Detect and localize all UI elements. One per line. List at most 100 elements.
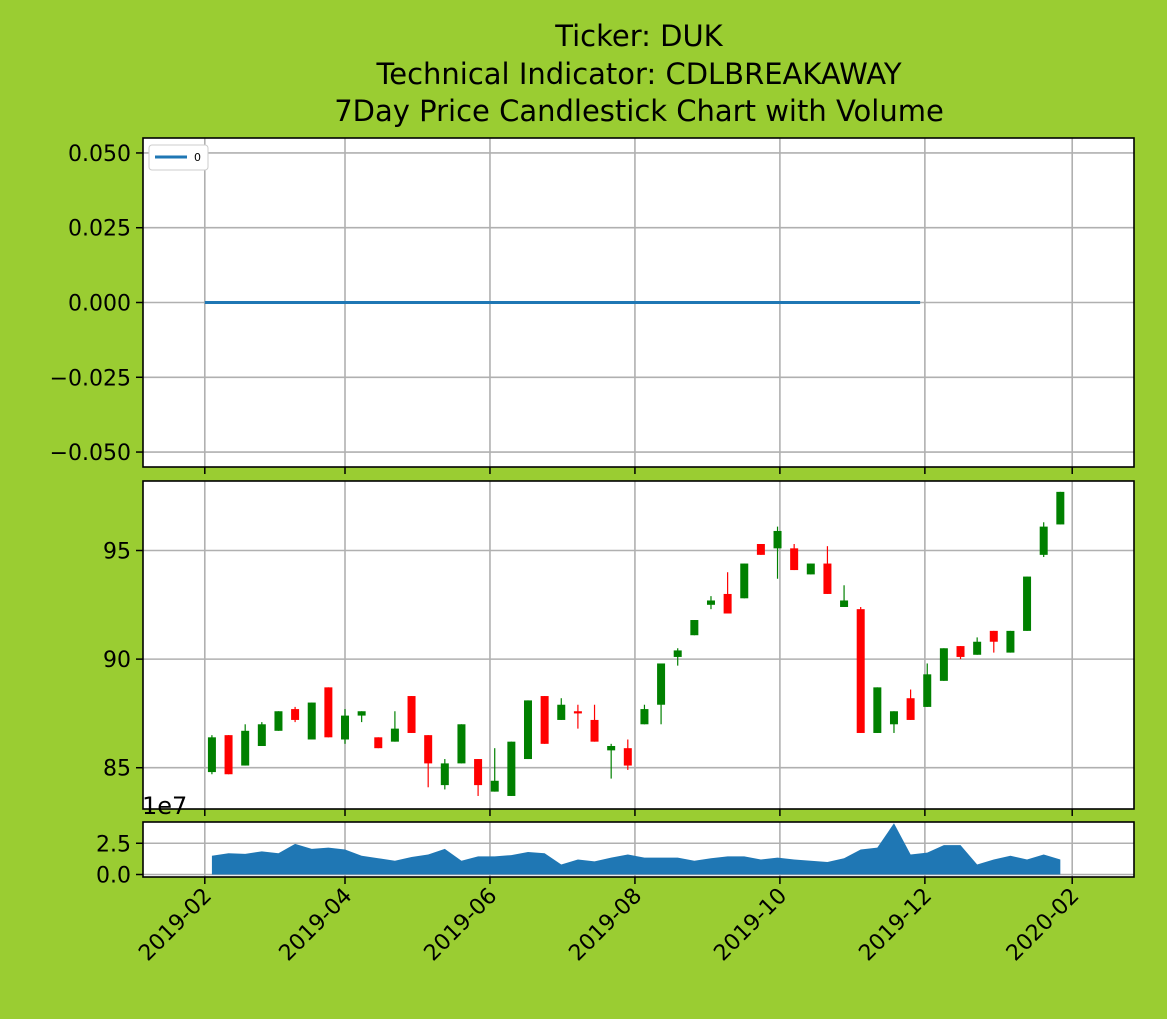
- candle: [706, 596, 715, 610]
- candle-body: [973, 641, 982, 655]
- candle-body: [790, 548, 799, 571]
- candle-body: [490, 780, 499, 792]
- candle: [241, 724, 250, 766]
- candle: [823, 546, 832, 594]
- candle-body: [840, 600, 849, 607]
- candle-body: [440, 763, 449, 786]
- candle-body: [1056, 491, 1065, 525]
- candle: [723, 572, 732, 614]
- y-tick-label: 0.0: [96, 864, 131, 889]
- candle-body: [257, 724, 266, 747]
- candle: [1023, 576, 1032, 631]
- candle-body: [889, 711, 898, 725]
- candle: [690, 620, 699, 636]
- candle: [840, 585, 849, 607]
- candle-body: [407, 696, 416, 733]
- candle: [440, 759, 449, 790]
- candle-body: [557, 704, 566, 720]
- candle-body: [623, 748, 632, 766]
- candle-body: [241, 730, 250, 766]
- indicator-frame: [142, 137, 1135, 468]
- price-candles: [207, 491, 1065, 796]
- price-frame: [142, 480, 1135, 810]
- candle-body: [341, 715, 350, 740]
- candle-body: [806, 563, 815, 575]
- candle: [390, 711, 399, 742]
- y-tick-label: 0.025: [68, 217, 131, 242]
- candle-body: [590, 719, 599, 742]
- candle-body: [906, 698, 915, 720]
- candle: [673, 648, 682, 666]
- candle: [973, 637, 982, 655]
- legend-label: 0: [194, 151, 201, 164]
- candle: [407, 696, 416, 733]
- price-x-ticks: [204, 809, 1073, 816]
- candle-body: [457, 724, 466, 764]
- candle: [357, 711, 366, 723]
- y-tick-label: 0.000: [68, 292, 131, 317]
- candle: [989, 630, 998, 653]
- candle-body: [823, 563, 832, 594]
- candle: [923, 663, 932, 707]
- candle-body: [756, 543, 765, 555]
- candle: [207, 735, 216, 775]
- candle-body: [607, 746, 616, 751]
- candle-body: [690, 620, 699, 636]
- candle-body: [207, 737, 216, 773]
- volume-frame: [142, 821, 1135, 878]
- candle: [590, 704, 599, 742]
- candle-body: [224, 735, 233, 775]
- candle: [856, 606, 865, 733]
- candle: [374, 737, 383, 749]
- y-tick-label: 90: [103, 648, 131, 673]
- candle: [291, 706, 300, 723]
- candle: [756, 543, 765, 555]
- candle: [507, 741, 516, 796]
- price-panel: 85 90 95: [103, 480, 1135, 816]
- candle-body: [324, 687, 333, 738]
- y-tick-label: 85: [103, 757, 131, 782]
- candle-body: [989, 630, 998, 642]
- volume-y-axis: 2.50.0: [96, 832, 143, 889]
- candle: [889, 711, 898, 733]
- indicator-y-axis: 0.050 0.025 0.000 −0.025 −0.050: [50, 142, 143, 466]
- volume-scale-label: 1e7: [142, 792, 187, 820]
- candle: [623, 739, 632, 770]
- candle: [740, 563, 749, 599]
- y-tick-label: 95: [103, 540, 131, 565]
- candle: [873, 687, 882, 733]
- candle-body: [507, 741, 516, 796]
- candle-body: [856, 609, 865, 733]
- price-y-axis: 85 90 95: [103, 540, 143, 782]
- candle: [939, 648, 948, 681]
- candle-body: [956, 646, 965, 657]
- candle: [657, 663, 666, 725]
- candle: [956, 646, 965, 660]
- chart-title-line-1: Ticker: DUK: [554, 19, 723, 53]
- candle: [474, 759, 483, 796]
- candle-body: [573, 711, 582, 714]
- candle-body: [390, 728, 399, 742]
- price-grid: [143, 481, 1134, 809]
- candle: [457, 724, 466, 764]
- candle: [640, 704, 649, 725]
- candle-body: [939, 648, 948, 681]
- candle-body: [274, 711, 283, 731]
- candle-body: [474, 759, 483, 786]
- candle: [523, 700, 532, 760]
- candle: [557, 698, 566, 720]
- candle: [607, 743, 616, 779]
- candle: [790, 543, 799, 571]
- candle-body: [923, 674, 932, 707]
- candle-body: [523, 700, 532, 760]
- candle-body: [1023, 576, 1032, 631]
- candle-body: [773, 530, 782, 549]
- indicator-panel: 0.050 0.025 0.000 −0.025 −0.050 0: [50, 137, 1135, 474]
- candle-body: [657, 663, 666, 705]
- indicator-x-ticks: [204, 467, 1073, 474]
- y-tick-label: −0.025: [50, 366, 131, 391]
- candle: [324, 687, 333, 738]
- y-tick-label: 0.050: [68, 142, 131, 167]
- candle: [274, 711, 283, 731]
- candle-body: [357, 711, 366, 716]
